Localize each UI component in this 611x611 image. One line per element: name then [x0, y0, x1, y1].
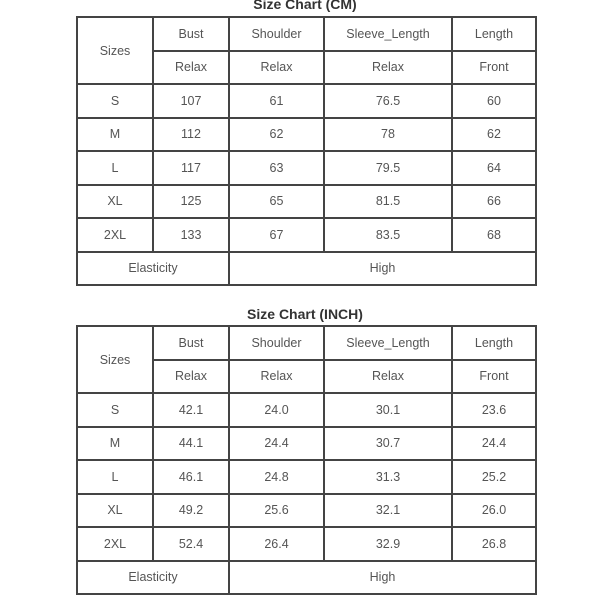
size-cell: 2XL — [76, 526, 154, 562]
value-cell: 52.4 — [152, 526, 230, 562]
value-cell: 32.1 — [323, 492, 453, 528]
table-row: L 117 63 79.5 64 — [76, 150, 537, 186]
size-cell: 2XL — [76, 217, 154, 253]
size-cell: S — [76, 392, 154, 428]
elasticity-row: Elasticity High — [76, 559, 537, 595]
table-row: XL 125 65 81.5 66 — [76, 183, 537, 219]
value-cell: 30.1 — [323, 392, 453, 428]
table-row: 2XL 52.4 26.4 32.9 26.8 — [76, 526, 537, 562]
value-cell: 24.8 — [228, 459, 325, 495]
size-cell: L — [76, 150, 154, 186]
value-cell: 61 — [228, 83, 325, 119]
table-row: L 46.1 24.8 31.3 25.2 — [76, 459, 537, 495]
column-subheader: Front — [451, 49, 537, 85]
column-header: Shoulder — [228, 325, 325, 361]
value-cell: 25.2 — [451, 459, 537, 495]
elasticity-value: High — [228, 559, 537, 595]
value-cell: 83.5 — [323, 217, 453, 253]
sizes-header: Sizes — [76, 16, 154, 85]
elasticity-label: Elasticity — [76, 250, 230, 286]
value-cell: 60 — [451, 83, 537, 119]
value-cell: 32.9 — [323, 526, 453, 562]
header-row: Sizes Bust Shoulder Sleeve_Length Length — [76, 325, 537, 394]
size-cell: XL — [76, 492, 154, 528]
column-subheader: Relax — [228, 49, 325, 85]
table-row: S 107 61 76.5 60 — [76, 83, 537, 119]
subheader-row: Relax Relax Relax Front — [77, 358, 537, 394]
cm-size-table: Sizes Bust Shoulder Sleeve_Length Length Rela… — [76, 16, 537, 286]
value-cell: 107 — [152, 83, 230, 119]
value-cell: 25.6 — [228, 492, 325, 528]
value-cell: 81.5 — [323, 183, 453, 219]
column-header: Length — [451, 325, 537, 361]
column-subheader: Relax — [323, 358, 453, 394]
column-subheader: Relax — [152, 358, 230, 394]
value-cell: 23.6 — [451, 392, 537, 428]
value-cell: 24.4 — [228, 425, 325, 461]
elasticity-label: Elasticity — [76, 559, 230, 595]
cm-chart-title: Size Chart (CM) — [253, 0, 357, 12]
column-subheader: Relax — [228, 358, 325, 394]
sizes-header: Sizes — [76, 325, 154, 394]
value-cell: 49.2 — [152, 492, 230, 528]
value-cell: 125 — [152, 183, 230, 219]
column-subheader: Relax — [152, 49, 230, 85]
size-cell: M — [76, 425, 154, 461]
table-row: XL 49.2 25.6 32.1 26.0 — [76, 492, 537, 528]
inch-size-table: Sizes Bust Shoulder Sleeve_Length Length Rela… — [76, 325, 537, 595]
table-row: M 44.1 24.4 30.7 24.4 — [76, 425, 537, 461]
value-cell: 64 — [451, 150, 537, 186]
table-row: S 42.1 24.0 30.1 23.6 — [76, 392, 537, 428]
column-header: Shoulder — [228, 16, 325, 52]
header-row: Sizes Bust Shoulder Sleeve_Length Length — [76, 16, 537, 85]
value-cell: 63 — [228, 150, 325, 186]
inch-chart-title: Size Chart (INCH) — [247, 306, 363, 322]
value-cell: 46.1 — [152, 459, 230, 495]
value-cell: 76.5 — [323, 83, 453, 119]
subheader-row: Relax Relax Relax Front — [77, 49, 537, 85]
value-cell: 67 — [228, 217, 325, 253]
size-cell: L — [76, 459, 154, 495]
column-header: Bust — [152, 325, 230, 361]
value-cell: 79.5 — [323, 150, 453, 186]
value-cell: 30.7 — [323, 425, 453, 461]
table-row: 2XL 133 67 83.5 68 — [76, 217, 537, 253]
column-subheader: Front — [451, 358, 537, 394]
size-cell: M — [76, 116, 154, 152]
column-header: Sleeve_Length — [323, 325, 453, 361]
value-cell: 26.8 — [451, 526, 537, 562]
elasticity-row: Elasticity High — [76, 250, 537, 286]
value-cell: 24.4 — [451, 425, 537, 461]
column-subheader: Relax — [323, 49, 453, 85]
value-cell: 133 — [152, 217, 230, 253]
value-cell: 65 — [228, 183, 325, 219]
value-cell: 31.3 — [323, 459, 453, 495]
elasticity-value: High — [228, 250, 537, 286]
value-cell: 42.1 — [152, 392, 230, 428]
column-header: Length — [451, 16, 537, 52]
value-cell: 24.0 — [228, 392, 325, 428]
size-cell: S — [76, 83, 154, 119]
value-cell: 62 — [228, 116, 325, 152]
table-row: M 112 62 78 62 — [76, 116, 537, 152]
value-cell: 26.0 — [451, 492, 537, 528]
value-cell: 66 — [451, 183, 537, 219]
value-cell: 26.4 — [228, 526, 325, 562]
value-cell: 62 — [451, 116, 537, 152]
value-cell: 117 — [152, 150, 230, 186]
value-cell: 68 — [451, 217, 537, 253]
size-cell: XL — [76, 183, 154, 219]
value-cell: 78 — [323, 116, 453, 152]
value-cell: 44.1 — [152, 425, 230, 461]
value-cell: 112 — [152, 116, 230, 152]
column-header: Bust — [152, 16, 230, 52]
column-header: Sleeve_Length — [323, 16, 453, 52]
